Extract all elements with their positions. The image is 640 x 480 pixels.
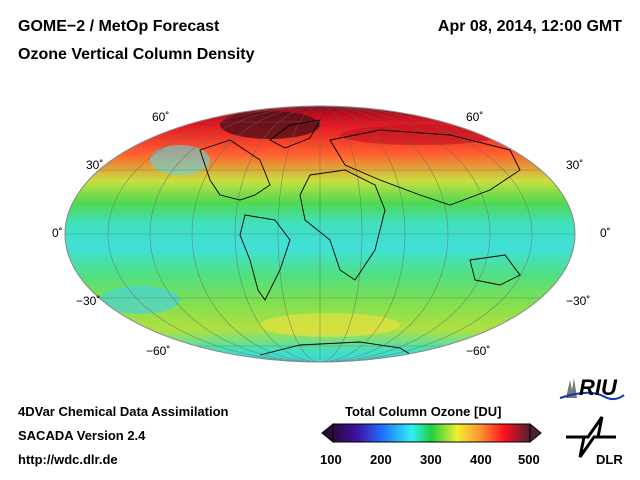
lat-label-60s-left: −60˚ — [146, 344, 171, 358]
map-title: GOME−2 / MetOp Forecast — [18, 18, 220, 35]
lat-label-30s-right: −30˚ — [566, 294, 591, 308]
footer-url[interactable]: http://wdc.dlr.de — [18, 452, 118, 467]
lat-label-30s-left: −30˚ — [76, 294, 101, 308]
ozone-field — [65, 106, 575, 362]
lat-label-30n-right: 30˚ — [566, 158, 584, 172]
lat-label-60n-right: 60˚ — [466, 110, 484, 124]
colorbar-tick: 200 — [370, 452, 392, 467]
colorbar-tick: 100 — [320, 452, 342, 467]
riu-logo-text: RIU — [579, 375, 617, 400]
colorbar-tick: 500 — [518, 452, 540, 467]
colorbar-tick: 300 — [420, 452, 442, 467]
map-subtitle: Ozone Vertical Column Density — [18, 46, 255, 63]
forecast-datetime: Apr 08, 2014, 12:00 GMT — [437, 18, 622, 35]
lat-label-30n-left: 30˚ — [86, 158, 104, 172]
lat-label-0-left: 0˚ — [52, 226, 63, 240]
lat-label-0-right: 0˚ — [600, 226, 611, 240]
coastlines — [199, 119, 521, 361]
globe-outline — [64, 105, 576, 363]
colorbar-tick: 400 — [470, 452, 492, 467]
riu-logo — [559, 378, 625, 401]
colorbar-title: Total Column Ozone [DU] — [345, 404, 502, 419]
colorbar — [321, 422, 542, 444]
footer-assimilation: 4DVar Chemical Data Assimilation — [18, 404, 229, 419]
dlr-logo-text: DLR — [596, 452, 623, 467]
footer-version: SACADA Version 2.4 — [18, 428, 146, 443]
lat-label-60s-right: −60˚ — [466, 344, 491, 358]
dlr-logo — [566, 416, 616, 458]
lat-label-60n-left: 60˚ — [152, 110, 170, 124]
